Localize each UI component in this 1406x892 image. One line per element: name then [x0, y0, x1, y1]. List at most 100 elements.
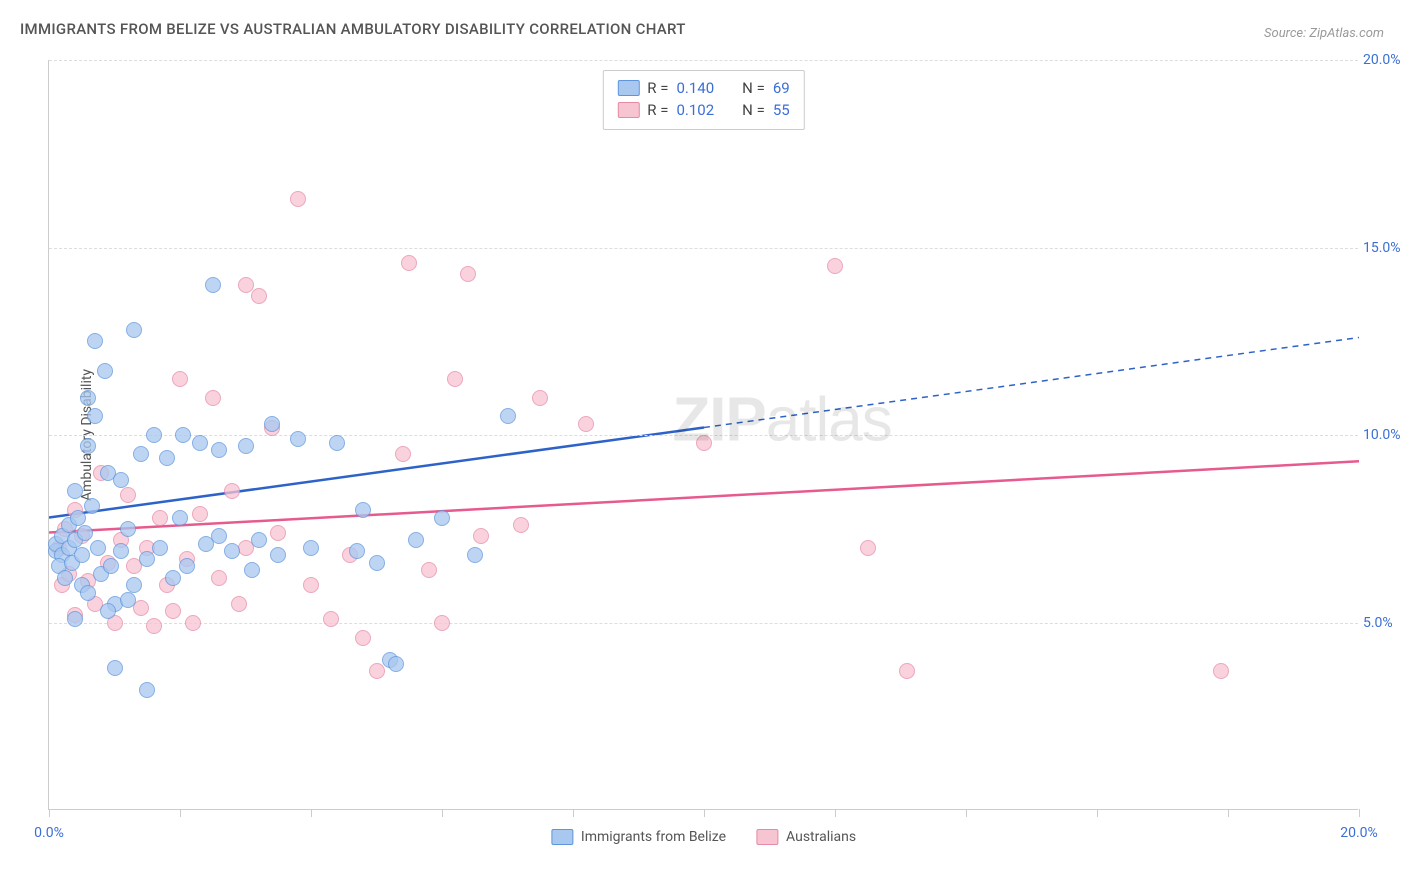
r-label-a: R = — [647, 79, 668, 97]
series-b-point — [827, 258, 843, 274]
series-a-point — [80, 438, 96, 454]
series-a-point — [139, 682, 155, 698]
x-tick — [442, 809, 443, 817]
legend-item-b: Australians — [756, 829, 856, 845]
series-a-point — [67, 483, 83, 499]
x-tick — [1228, 809, 1229, 817]
source-label: Source: ZipAtlas.com — [1264, 26, 1384, 41]
series-legend: Immigrants from Belize Australians — [551, 829, 856, 845]
series-a-point — [77, 525, 93, 541]
x-tick — [180, 809, 181, 817]
y-tick-label: 15.0% — [1363, 240, 1406, 256]
x-tick — [573, 809, 574, 817]
series-a-point — [211, 442, 227, 458]
series-b-point — [185, 615, 201, 631]
series-b-point — [290, 191, 306, 207]
r-value-b: 0.102 — [676, 101, 714, 119]
series-a-point — [270, 547, 286, 563]
series-a-point — [80, 585, 96, 601]
n-value-b: 55 — [773, 101, 790, 119]
series-b-point — [355, 630, 371, 646]
series-a-point — [103, 558, 119, 574]
series-a-point — [139, 551, 155, 567]
series-a-point — [120, 521, 136, 537]
n-value-a: 69 — [773, 79, 790, 97]
series-a-point — [349, 543, 365, 559]
series-a-point — [90, 540, 106, 556]
correlation-legend: R = 0.140 N = 69 R = 0.102 N = 55 — [602, 70, 804, 130]
series-a-point — [408, 532, 424, 548]
series-b-point — [421, 562, 437, 578]
series-a-point — [67, 611, 83, 627]
series-a-point — [500, 408, 516, 424]
n-label-a: N = — [742, 79, 765, 97]
series-b-point — [434, 615, 450, 631]
series-b-point — [460, 266, 476, 282]
series-a-point — [388, 656, 404, 672]
series-a-point — [126, 322, 142, 338]
chart-title: IMMIGRANTS FROM BELIZE VS AUSTRALIAN AMB… — [20, 20, 686, 38]
legend-label-a: Immigrants from Belize — [581, 829, 726, 845]
series-b-point — [1213, 663, 1229, 679]
y-tick-label: 10.0% — [1363, 427, 1406, 443]
series-b-point — [401, 255, 417, 271]
series-a-point — [87, 408, 103, 424]
series-b-point — [172, 371, 188, 387]
series-a-point — [146, 427, 162, 443]
series-a-point — [251, 532, 267, 548]
series-a-point — [113, 543, 129, 559]
n-label-b: N = — [742, 101, 765, 119]
series-b-point — [578, 416, 594, 432]
x-tick-label: 0.0% — [34, 825, 64, 841]
series-b-point — [205, 390, 221, 406]
series-a-point — [70, 510, 86, 526]
watermark-atlas: atlas — [766, 385, 892, 454]
series-a-point — [303, 540, 319, 556]
series-a-point — [244, 562, 260, 578]
series-a-point — [224, 543, 240, 559]
swatch-b — [617, 102, 639, 118]
series-a-point — [369, 555, 385, 571]
series-b-point — [899, 663, 915, 679]
series-a-point — [126, 577, 142, 593]
series-a-point — [467, 547, 483, 563]
x-tick — [1097, 809, 1098, 817]
series-a-point — [152, 540, 168, 556]
series-a-point — [205, 277, 221, 293]
series-b-point — [211, 570, 227, 586]
series-a-point — [172, 510, 188, 526]
swatch-b-bottom — [756, 829, 778, 845]
gridline — [49, 248, 1358, 249]
series-a-point — [84, 498, 100, 514]
series-a-point — [329, 435, 345, 451]
legend-row-b: R = 0.102 N = 55 — [617, 99, 789, 121]
series-a-point — [211, 528, 227, 544]
series-a-point — [238, 438, 254, 454]
series-b-point — [369, 663, 385, 679]
series-a-point — [264, 416, 280, 432]
y-tick-label: 5.0% — [1363, 615, 1406, 631]
series-b-point — [270, 525, 286, 541]
series-b-point — [395, 446, 411, 462]
series-a-point — [107, 660, 123, 676]
swatch-a-bottom — [551, 829, 573, 845]
series-a-point — [80, 390, 96, 406]
plot-area: Ambulatory Disability ZIPatlas R = 0.140… — [48, 60, 1358, 810]
series-b-point — [303, 577, 319, 593]
r-value-a: 0.140 — [676, 79, 714, 97]
gridline — [49, 623, 1358, 624]
series-a-point — [175, 427, 191, 443]
legend-label-b: Australians — [786, 829, 856, 845]
series-b-point — [231, 596, 247, 612]
series-b-point — [860, 540, 876, 556]
series-b-point — [152, 510, 168, 526]
gridline — [49, 60, 1358, 61]
series-b-point — [513, 517, 529, 533]
series-a-point — [113, 472, 129, 488]
series-b-point — [323, 611, 339, 627]
series-a-point — [133, 446, 149, 462]
series-b-point — [532, 390, 548, 406]
series-a-point — [159, 450, 175, 466]
series-b-point — [146, 618, 162, 634]
series-a-point — [434, 510, 450, 526]
